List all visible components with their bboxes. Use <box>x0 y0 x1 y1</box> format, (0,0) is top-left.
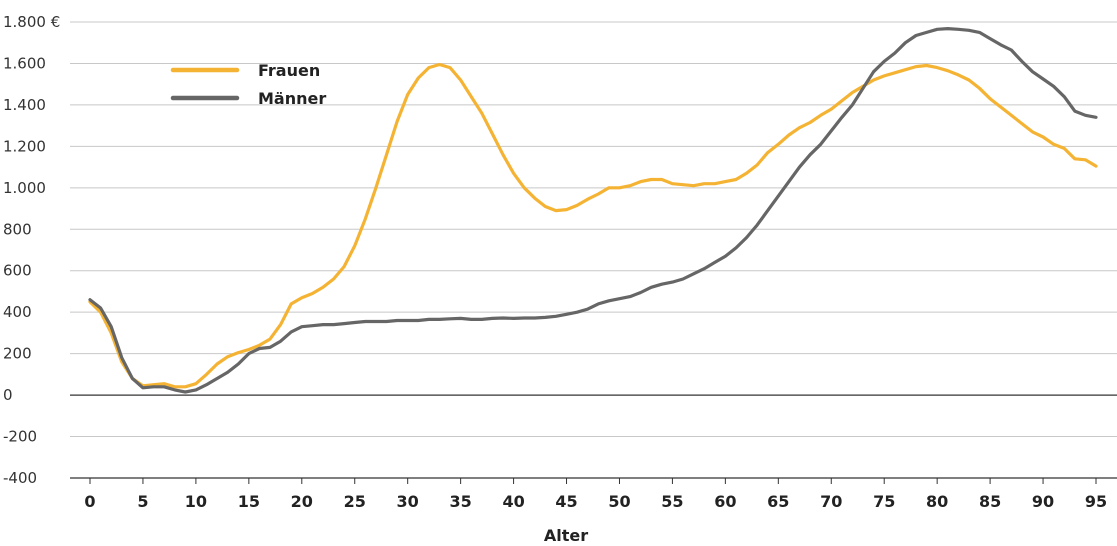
series-lines <box>88 27 1098 394</box>
grid-lines <box>70 21 1117 479</box>
x-tick-label: 55 <box>661 492 683 511</box>
x-tick-label: 75 <box>873 492 895 511</box>
y-tick-label: 1.800 € <box>3 13 60 31</box>
x-tick-label: 45 <box>555 492 577 511</box>
x-tick-label: 60 <box>714 492 736 511</box>
x-axis-label: Alter <box>544 526 588 545</box>
y-tick-label: 800 <box>3 220 32 238</box>
y-tick-label: -200 <box>3 428 37 446</box>
x-tick-label: 40 <box>502 492 524 511</box>
x-tick-label: 95 <box>1085 492 1107 511</box>
series-line-maenner <box>88 27 1098 394</box>
x-tick-label: 10 <box>185 492 207 511</box>
y-tick-label: 600 <box>3 262 32 280</box>
legend: Frauen Männer <box>170 61 326 108</box>
x-tick-label: 65 <box>767 492 789 511</box>
series-line-frauen <box>88 62 1098 389</box>
x-tick-label: 35 <box>449 492 471 511</box>
legend-label: Männer <box>258 89 326 108</box>
x-tick-label: 5 <box>137 492 148 511</box>
x-tick-label: 0 <box>84 492 95 511</box>
x-tick-label: 70 <box>820 492 842 511</box>
x-tick-label: 15 <box>238 492 260 511</box>
y-tick-label: 200 <box>3 345 32 363</box>
y-tick-label: 0 <box>3 386 13 404</box>
y-tick-label: -400 <box>3 469 37 487</box>
legend-label: Frauen <box>258 61 320 80</box>
x-tick-label: 30 <box>397 492 419 511</box>
x-tick-label: 25 <box>344 492 366 511</box>
x-tick-label: 90 <box>1032 492 1054 511</box>
y-tick-label: 400 <box>3 303 32 321</box>
x-axis: 0 5 10 15 20 25 30 35 40 45 50 55 60 65 70 75 80 85 90 95 <box>70 477 1117 511</box>
x-tick-label: 80 <box>926 492 948 511</box>
y-tick-label: 1.400 <box>3 96 46 114</box>
x-tick-label: 85 <box>979 492 1001 511</box>
y-tick-label: 1.200 <box>3 137 46 155</box>
y-axis: -400 -200 0 200 400 600 800 1.000 1.200 1.400 1.60… <box>3 13 60 487</box>
y-tick-label: 1.600 <box>3 54 46 72</box>
x-tick-label: 50 <box>608 492 630 511</box>
x-tick-label: 20 <box>291 492 313 511</box>
y-tick-label: 1.000 <box>3 179 46 197</box>
